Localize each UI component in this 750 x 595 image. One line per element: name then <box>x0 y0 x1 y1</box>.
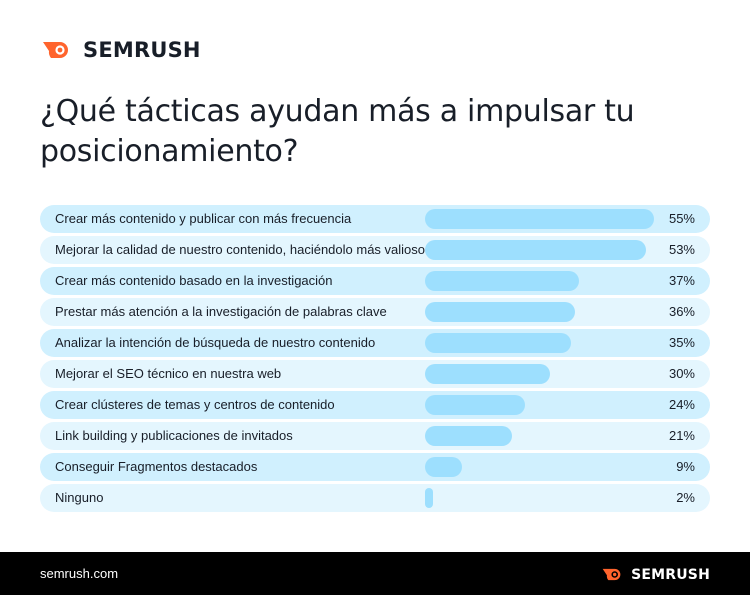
chart-row: Crear más contenido y publicar con más f… <box>40 205 710 233</box>
value-label: 53% <box>668 242 695 257</box>
bar <box>425 240 646 260</box>
value-label: 24% <box>668 397 695 412</box>
value-label: 36% <box>668 304 695 319</box>
bar <box>425 488 434 508</box>
category-label: Link building y publicaciones de invitad… <box>55 428 293 443</box>
chart-row: Prestar más atención a la investigación … <box>40 298 710 326</box>
bar <box>425 457 463 477</box>
footer-brand-name: SEMRUSH <box>631 566 710 583</box>
category-label: Mejorar la calidad de nuestro contenido,… <box>55 242 425 257</box>
chart-row: Link building y publicaciones de invitad… <box>40 422 710 450</box>
category-label: Mejorar el SEO técnico en nuestra web <box>55 366 282 381</box>
bar <box>425 302 575 322</box>
chart-row: Mejorar el SEO técnico en nuestra web 30% <box>40 360 710 388</box>
chart-row: Ninguno 2% <box>40 484 710 512</box>
semrush-fireball-icon <box>43 42 68 58</box>
bar <box>425 209 654 229</box>
chart-title: ¿Qué tácticas ayudan más a impulsar tu p… <box>40 94 635 169</box>
category-label: Crear más contenido basado en la investi… <box>55 273 333 288</box>
bar <box>425 426 513 446</box>
bar <box>425 271 580 291</box>
footer-semrush-logo: SEMRUSH <box>601 566 710 583</box>
brand-name: SEMRUSH <box>83 38 201 62</box>
value-label: 55% <box>668 211 695 226</box>
semrush-fireball-icon <box>602 568 621 581</box>
bar <box>425 364 550 384</box>
bar <box>425 395 525 415</box>
chart-row: Crear más contenido basado en la investi… <box>40 267 710 295</box>
footer-url[interactable]: semrush.com <box>40 566 119 581</box>
bar <box>425 333 571 353</box>
value-label: 30% <box>668 366 695 381</box>
chart-row: Mejorar la calidad de nuestro contenido,… <box>40 236 710 264</box>
category-label: Prestar más atención a la investigación … <box>55 304 387 319</box>
category-label: Crear clústeres de temas y centros de co… <box>55 397 335 412</box>
category-label: Analizar la intención de búsqueda de nue… <box>55 335 376 350</box>
value-label: 35% <box>668 335 695 350</box>
footer: semrush.com SEMRUSH <box>0 552 750 595</box>
chart-row: Analizar la intención de búsqueda de nue… <box>40 329 710 357</box>
category-label: Crear más contenido y publicar con más f… <box>55 211 352 226</box>
category-label: Ninguno <box>55 490 104 505</box>
semrush-logo: SEMRUSH <box>41 38 201 62</box>
category-label: Conseguir Fragmentos destacados <box>55 459 258 474</box>
value-label: 9% <box>676 459 695 474</box>
value-label: 37% <box>668 273 695 288</box>
value-label: 21% <box>668 428 695 443</box>
value-label: 2% <box>676 490 695 505</box>
chart-row: Crear clústeres de temas y centros de co… <box>40 391 710 419</box>
chart-row: Conseguir Fragmentos destacados 9% <box>40 453 710 481</box>
